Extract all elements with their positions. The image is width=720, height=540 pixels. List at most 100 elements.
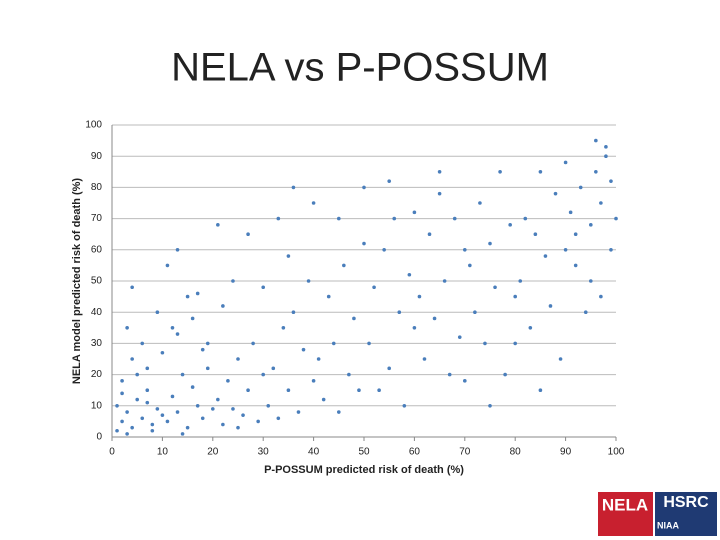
point	[417, 294, 422, 299]
point	[150, 428, 155, 433]
point	[382, 248, 386, 252]
point	[437, 191, 442, 196]
y-tick-label: 30	[91, 338, 103, 349]
point	[573, 263, 578, 268]
point	[155, 310, 160, 315]
point	[276, 216, 281, 221]
point	[483, 341, 487, 346]
y-tick-label: 40	[91, 307, 103, 318]
point	[190, 316, 195, 321]
point	[311, 201, 316, 205]
point	[120, 419, 124, 424]
point	[195, 404, 200, 408]
point	[402, 404, 407, 408]
point	[135, 372, 139, 377]
point	[342, 263, 346, 268]
point	[216, 223, 220, 227]
point	[437, 170, 442, 174]
x-axis-label: P-POSSUM predicted risk of death (%)	[264, 464, 464, 476]
point	[518, 279, 523, 283]
point	[316, 357, 321, 361]
point	[583, 310, 588, 315]
point	[563, 160, 568, 165]
x-tick-label: 100	[608, 447, 625, 458]
point	[568, 210, 573, 215]
point	[533, 232, 538, 236]
y-tick-label: 20	[91, 369, 103, 380]
point	[165, 263, 170, 268]
point	[160, 413, 165, 417]
point	[205, 341, 210, 346]
point	[120, 391, 124, 396]
y-tick-label: 80	[91, 182, 103, 193]
point	[135, 397, 139, 402]
point	[493, 285, 497, 290]
point	[296, 410, 301, 414]
point	[548, 304, 553, 308]
y-tick-label: 50	[91, 276, 103, 287]
point	[513, 341, 517, 346]
point	[377, 388, 381, 393]
y-axis-label: NELA model predicted risk of death (%)	[71, 178, 83, 385]
x-tick-label: 70	[459, 447, 471, 458]
point	[281, 326, 286, 330]
point	[543, 254, 548, 258]
x-tick-label: 90	[560, 447, 572, 458]
point	[614, 216, 618, 221]
point	[286, 254, 291, 258]
point	[180, 432, 185, 436]
point	[609, 248, 613, 252]
point	[412, 210, 417, 215]
point	[246, 232, 250, 236]
logo-sub-text: NIAA	[657, 520, 679, 530]
point	[498, 170, 502, 174]
point	[241, 413, 245, 417]
logo: NELA HSRC NIAA	[598, 492, 717, 536]
point	[200, 416, 205, 421]
point	[427, 232, 432, 236]
point	[190, 385, 195, 389]
point	[291, 185, 296, 190]
point	[276, 416, 281, 421]
point	[175, 410, 180, 414]
point	[321, 397, 326, 402]
point	[397, 310, 402, 315]
logo-right-box	[655, 492, 717, 536]
point	[407, 272, 412, 277]
point	[160, 350, 165, 355]
point	[140, 416, 145, 421]
point	[125, 432, 129, 436]
point	[367, 341, 371, 346]
point	[236, 357, 240, 361]
x-tick-label: 10	[157, 447, 169, 458]
point	[604, 145, 608, 149]
point	[589, 223, 593, 227]
x-tick-label: 20	[207, 447, 219, 458]
point	[221, 422, 225, 427]
point	[145, 366, 150, 371]
point	[311, 379, 316, 383]
point	[200, 347, 205, 352]
point	[155, 407, 160, 411]
point	[452, 216, 457, 221]
point	[594, 138, 598, 143]
point	[145, 388, 150, 393]
point	[538, 388, 543, 393]
point	[473, 310, 477, 315]
point	[165, 419, 170, 424]
point	[599, 294, 603, 299]
point	[170, 326, 175, 330]
y-tick-label: 0	[96, 432, 102, 443]
logo-left-text: NELA	[602, 495, 648, 514]
point	[221, 304, 225, 308]
point	[175, 248, 180, 252]
chart-title: NELA vs P-POSSUM	[171, 46, 549, 90]
point	[256, 419, 260, 424]
point	[563, 248, 568, 252]
y-tick-label: 90	[91, 151, 103, 162]
point	[523, 216, 528, 221]
point	[261, 372, 266, 377]
point	[387, 366, 392, 371]
y-tick-label: 10	[91, 400, 103, 411]
point	[130, 425, 134, 430]
